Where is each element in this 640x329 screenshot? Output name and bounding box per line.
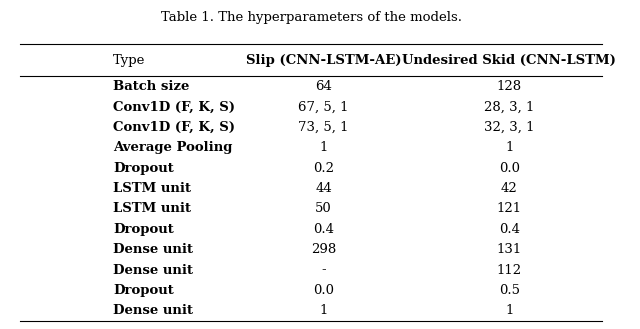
Text: -: -: [321, 264, 326, 277]
Text: Conv1D (F, K, S): Conv1D (F, K, S): [113, 121, 235, 134]
Text: Average Pooling: Average Pooling: [113, 141, 232, 154]
Text: LSTM unit: LSTM unit: [113, 202, 191, 215]
Text: 121: 121: [497, 202, 522, 215]
Text: Conv1D (F, K, S): Conv1D (F, K, S): [113, 100, 235, 114]
Text: 1: 1: [505, 141, 514, 154]
Text: 0.4: 0.4: [313, 223, 334, 236]
Text: 1: 1: [319, 304, 328, 317]
Text: 0.4: 0.4: [499, 223, 520, 236]
Text: 1: 1: [319, 141, 328, 154]
Text: 32, 3, 1: 32, 3, 1: [484, 121, 534, 134]
Text: 42: 42: [501, 182, 518, 195]
Text: 67, 5, 1: 67, 5, 1: [298, 100, 349, 114]
Text: Dense unit: Dense unit: [113, 264, 193, 277]
Text: Batch size: Batch size: [113, 80, 189, 93]
Text: Dropout: Dropout: [113, 223, 173, 236]
Text: 73, 5, 1: 73, 5, 1: [298, 121, 349, 134]
Text: 50: 50: [315, 202, 332, 215]
Text: 112: 112: [497, 264, 522, 277]
Text: 64: 64: [315, 80, 332, 93]
Text: Slip (CNN-LSTM-AE): Slip (CNN-LSTM-AE): [246, 54, 401, 66]
Text: 0.0: 0.0: [313, 284, 334, 297]
Text: 44: 44: [315, 182, 332, 195]
Text: Dropout: Dropout: [113, 162, 173, 175]
Text: 0.0: 0.0: [499, 162, 520, 175]
Text: 28, 3, 1: 28, 3, 1: [484, 100, 534, 114]
Text: 0.5: 0.5: [499, 284, 520, 297]
Text: 1: 1: [505, 304, 514, 317]
Text: Undesired Skid (CNN-LSTM): Undesired Skid (CNN-LSTM): [403, 54, 616, 66]
Text: 0.2: 0.2: [313, 162, 334, 175]
Text: 128: 128: [497, 80, 522, 93]
Text: 131: 131: [497, 243, 522, 256]
Text: Table 1. The hyperparameters of the models.: Table 1. The hyperparameters of the mode…: [161, 11, 461, 24]
Text: 298: 298: [311, 243, 336, 256]
Text: Dense unit: Dense unit: [113, 304, 193, 317]
Text: LSTM unit: LSTM unit: [113, 182, 191, 195]
Text: Dropout: Dropout: [113, 284, 173, 297]
Text: Type: Type: [113, 54, 145, 66]
Text: Dense unit: Dense unit: [113, 243, 193, 256]
